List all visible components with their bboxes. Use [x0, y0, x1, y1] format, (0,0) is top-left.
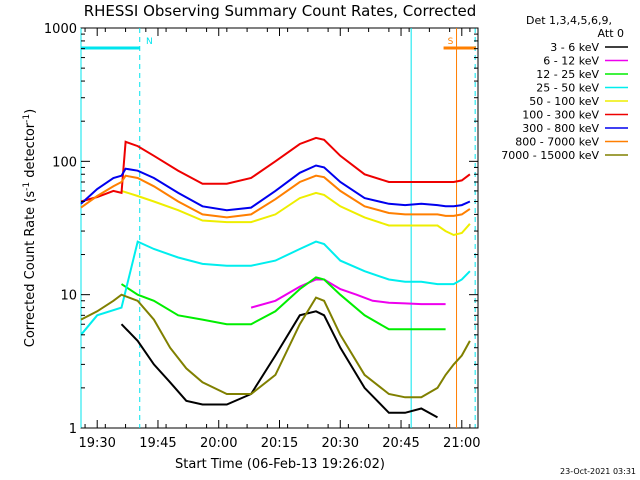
series-line-1: [250, 278, 446, 309]
legend-header-detectors: Det 1,3,4,5,6,9,: [526, 14, 612, 27]
chart-title: RHESSI Observing Summary Count Rates, Co…: [84, 2, 477, 20]
marker-label-0: N: [146, 37, 153, 47]
x-tick-label-4: 20:30: [322, 436, 359, 451]
y-axis-ticks: 1 10 100 1000: [44, 22, 478, 437]
series-line-6: [80, 164, 471, 212]
y-tick-label-3: 1000: [44, 22, 77, 37]
legend-label-8: 7000 - 15000 keV: [501, 149, 599, 162]
y-axis-label-sup1: -1: [22, 182, 32, 191]
x-tick-label-6: 21:00: [443, 436, 480, 451]
series-line-3: [80, 240, 471, 336]
y-axis-label: Corrected Count Rate (s-1 detector-1): [22, 109, 38, 347]
legend-header-attenuator: Att 0: [598, 27, 624, 40]
legend-label-5: 100 - 300 keV: [522, 109, 599, 122]
x-tick-label-1: 19:45: [139, 436, 176, 451]
y-axis-label-mid: detector: [23, 122, 38, 182]
series-line-2: [120, 276, 446, 331]
y-tick-label-1: 10: [60, 289, 77, 304]
series-lines: [80, 136, 471, 419]
x-tick-label-5: 20:45: [382, 436, 419, 451]
legend-label-3: 25 - 50 keV: [536, 82, 599, 95]
legend-label-2: 12 - 25 keV: [536, 68, 599, 81]
y-tick-label-2: 100: [52, 155, 77, 170]
series-line-5: [80, 136, 471, 203]
legend-label-6: 300 - 800 keV: [522, 122, 599, 135]
series-line-4: [121, 189, 471, 237]
legend-label-7: 800 - 7000 keV: [515, 136, 599, 149]
x-tick-label-2: 20:00: [200, 436, 237, 451]
x-axis-ticks: 19:30 19:45 20:00 20:15 20:30 20:45 21:00: [78, 28, 481, 451]
y-axis-label-sup2: -1: [22, 114, 32, 123]
legend-label-1: 6 - 12 keV: [543, 55, 599, 68]
timestamp: 23-Oct-2021 03:31: [560, 467, 636, 476]
y-axis-label-end: ): [23, 109, 38, 114]
x-tick-label-0: 19:30: [78, 436, 115, 451]
legend-label-4: 50 - 100 keV: [529, 95, 599, 108]
series-line-8: [80, 293, 471, 399]
marker-label-1: S: [448, 37, 454, 47]
series-line-0: [120, 310, 438, 419]
y-axis-label-main: Corrected Count Rate (s: [23, 191, 38, 348]
y-tick-label-0: 1: [69, 422, 77, 437]
x-axis-label: Start Time (06-Feb-13 19:26:02): [175, 457, 385, 472]
series-line-7: [80, 174, 471, 219]
x-tick-label-3: 20:15: [261, 436, 298, 451]
legend-label-0: 3 - 6 keV: [550, 41, 599, 54]
